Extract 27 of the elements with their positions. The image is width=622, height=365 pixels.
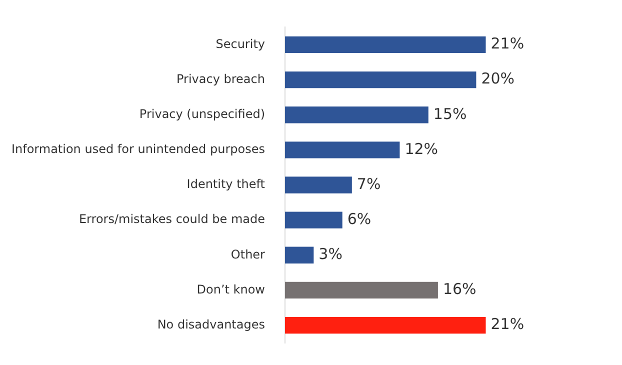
data-label: 20%	[481, 70, 515, 88]
bar	[285, 36, 486, 54]
data-label: 3%	[318, 245, 342, 264]
bar	[285, 106, 428, 124]
bar	[285, 176, 352, 194]
y-tick-label: Information used for unintended purposes	[11, 142, 265, 156]
y-tick-label: Errors/mistakes could be made	[78, 212, 265, 226]
y-tick-label: Security	[216, 36, 265, 51]
data-label: 6%	[347, 210, 372, 228]
data-label: 7%	[356, 174, 381, 193]
data-label: 15%	[433, 104, 467, 123]
bar	[285, 212, 342, 228]
bar	[285, 71, 476, 88]
y-tick-label: Identity theft	[186, 177, 266, 192]
bar	[285, 142, 400, 158]
y-tick-label: No disadvantages	[157, 317, 265, 332]
bar	[285, 316, 486, 334]
bar	[285, 282, 438, 299]
data-label: 12%	[404, 140, 438, 158]
y-tick-label: Privacy (unspecified)	[139, 106, 265, 121]
data-label: 21%	[490, 34, 524, 53]
y-tick-label: Don’t know	[196, 282, 266, 296]
y-tick-label: Privacy breach	[176, 72, 265, 86]
data-label: 16%	[442, 280, 476, 298]
y-tick-label: Other	[230, 247, 266, 262]
bar	[285, 246, 314, 264]
data-label: 21%	[490, 315, 524, 334]
